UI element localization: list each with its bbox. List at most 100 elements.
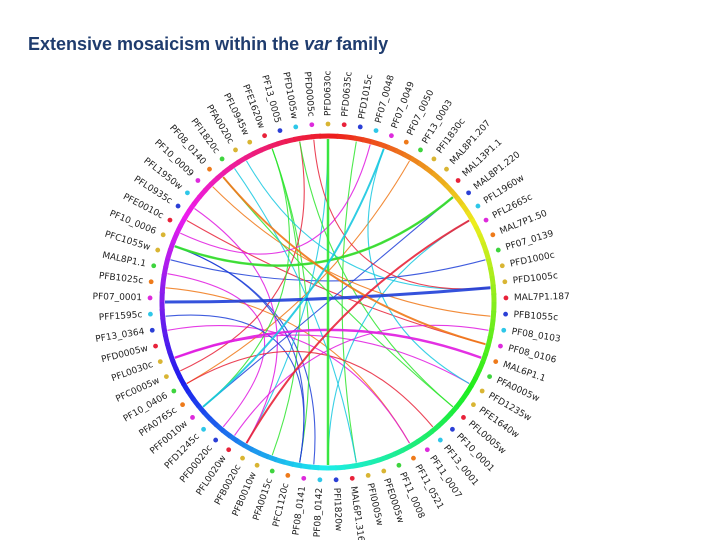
gene-dot [309,122,315,128]
gene-dot [503,295,509,301]
slide-title: Extensive mosaicism within the var famil… [28,34,388,55]
gene-label: PFD0630c [324,71,334,116]
gene-dot [503,311,508,317]
gene-dot [487,374,493,380]
gene-dot [151,263,157,269]
bundle-green [174,196,454,267]
gene-dot [479,388,485,394]
gene-dot [501,327,507,333]
gene-dot [163,374,169,380]
chord-green [202,148,290,408]
gene-dot [240,455,245,461]
gene-label: PFD0635c [340,71,354,117]
gene-label: PF07_0001 [92,292,142,303]
bundle-cyan [202,148,385,408]
gene-dot [171,388,177,394]
gene-dot [153,343,158,349]
gene-dot [455,178,461,183]
gene-dot [167,217,173,223]
gene-label: PFF1595c [99,310,143,323]
chord-cyan [246,138,329,444]
chord-green [299,141,454,408]
gene-label: PF08_0103 [511,327,561,345]
gene-label: PF13_0364 [95,327,146,345]
gene-dot [160,232,166,238]
gene-dot [219,156,225,162]
gene-label: PFI1820w [331,488,343,532]
gene-label: PFB1025c [98,271,144,286]
bundle-red [245,219,470,444]
chord-magenta [167,273,266,428]
gene-dot [147,295,153,301]
chord-magenta [234,324,489,436]
gene-dot [411,455,416,461]
gene-dot [444,166,449,172]
gene-label: PFC1120c [272,482,292,528]
gene-dot [213,437,219,443]
bundle-orange [222,176,486,346]
gene-label: PFD1000c [509,251,556,270]
chord-cyan [327,220,470,466]
gene-dot [418,147,423,153]
gene-dot [185,190,190,196]
gene-dot [403,139,409,145]
gene-dot [317,477,323,483]
chord-green [271,148,301,456]
gene-dot [293,124,299,130]
chord-orange [212,186,491,317]
gene-dot [155,247,161,253]
gene-dot [207,166,212,172]
gene-dot [349,475,355,481]
gene-dot [450,426,455,432]
gene-label: MAL8P1.1 [101,251,147,270]
gene-dot [483,217,489,223]
gene-dot [254,462,260,468]
title-italic: var [304,34,332,54]
title-suffix: family [331,34,389,54]
gene-dot [357,124,363,130]
gene-dot [490,232,496,238]
gene-dot [495,247,501,253]
gene-dot [148,311,153,317]
gene-dot [493,359,499,365]
chord-blue [174,245,316,465]
chord-cyan [234,168,357,463]
gene-label: PFA0015c [252,477,275,522]
gene-dot [365,473,371,478]
gene-dot [277,128,283,134]
gene-dot [333,477,339,483]
gene-label: PFD0005c [301,71,315,117]
gene-dot [373,128,379,134]
gene-dot [389,133,394,139]
gene-dot [149,327,155,333]
gene-dot [475,203,481,209]
gene-label: MAL6P1.316 [348,486,366,540]
gene-label: PFI0005w [365,482,385,527]
gene-dot [269,468,275,474]
gene-dot [285,473,291,478]
gene-label: PFD1005w [280,71,298,120]
gene-dot [233,147,238,153]
title-prefix: Extensive mosaicism within the [28,34,305,54]
gene-dot [471,402,476,408]
gene-dot [180,402,185,408]
gene-dot [157,359,163,365]
gene-dot [175,203,181,209]
gene-dot [201,426,206,432]
gene-dot [341,122,347,128]
gene-label: PF08_0141 [291,486,308,536]
chord-magenta [167,325,410,444]
gene-dot [466,190,471,196]
gene-label: MAL7P1.187 [514,292,570,303]
chord-magenta [180,144,371,255]
gene-label: PF08_0142 [313,488,325,538]
gene-dot [424,447,430,453]
gene-dot [301,475,307,481]
gene-dot [498,343,503,349]
gene-dot [461,415,466,420]
chord-magenta [174,334,470,384]
gene-dot [381,468,387,474]
gene-label: PFD1015c [357,74,375,120]
chord-red [313,139,491,290]
